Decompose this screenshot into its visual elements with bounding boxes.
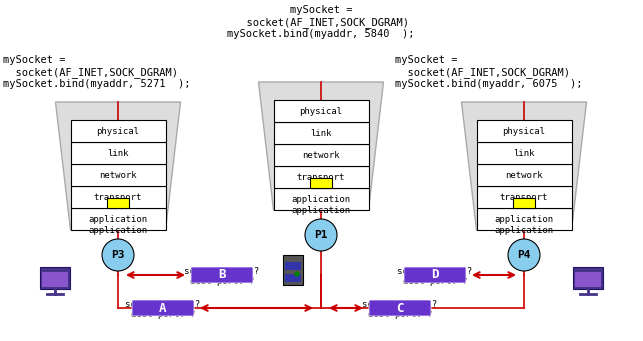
FancyBboxPatch shape	[191, 267, 253, 283]
Text: C: C	[396, 301, 404, 314]
Bar	[71, 186, 165, 208]
Text: transport: transport	[297, 173, 345, 181]
Text: network: network	[505, 170, 543, 179]
Text: source port: ?
dest port: ?: source port: ? dest port: ?	[363, 300, 438, 320]
Text: D: D	[431, 268, 439, 282]
Text: application: application	[89, 226, 147, 235]
Bar	[513, 198, 535, 208]
Bar	[573, 267, 603, 289]
Bar	[71, 208, 165, 230]
Circle shape	[102, 239, 134, 271]
Bar	[71, 164, 165, 186]
Bar	[40, 267, 70, 289]
FancyBboxPatch shape	[404, 267, 466, 283]
Text: source port: ?
dest port: ?: source port: ? dest port: ?	[185, 267, 260, 286]
Circle shape	[295, 272, 299, 276]
Bar	[107, 198, 129, 208]
Text: application: application	[89, 214, 147, 223]
Bar	[310, 178, 332, 188]
Bar	[71, 142, 165, 164]
Text: physical: physical	[96, 127, 140, 135]
Bar	[273, 166, 368, 188]
Circle shape	[508, 239, 540, 271]
Text: transport: transport	[94, 193, 142, 202]
Text: physical: physical	[300, 106, 343, 116]
Text: link: link	[107, 148, 129, 158]
Bar	[476, 186, 572, 208]
FancyBboxPatch shape	[132, 300, 194, 316]
Polygon shape	[462, 102, 586, 230]
Text: A: A	[159, 301, 167, 314]
Circle shape	[305, 219, 337, 251]
Text: physical: physical	[502, 127, 545, 135]
Text: application: application	[291, 206, 350, 215]
Text: mySocket =
  socket(AF_INET,SOCK_DGRAM)
mySocket.bind(myaddr, 5271  );: mySocket = socket(AF_INET,SOCK_DGRAM) my…	[3, 55, 190, 89]
Bar	[476, 142, 572, 164]
Bar	[273, 188, 368, 210]
Text: mySocket =
  socket(AF_INET,SOCK_DGRAM)
mySocket.bind(myaddr, 6075  );: mySocket = socket(AF_INET,SOCK_DGRAM) my…	[395, 55, 583, 89]
Text: transport: transport	[500, 193, 548, 202]
Text: source port: ?
dest port: ?: source port: ? dest port: ?	[397, 267, 473, 286]
FancyBboxPatch shape	[369, 300, 431, 316]
Bar	[476, 208, 572, 230]
Text: P3: P3	[111, 250, 125, 260]
Bar	[71, 120, 165, 142]
Text: application: application	[494, 214, 554, 223]
Text: application: application	[494, 226, 554, 235]
Bar	[273, 100, 368, 122]
Bar	[42, 272, 68, 287]
Text: B: B	[218, 268, 226, 282]
Polygon shape	[258, 82, 383, 210]
Polygon shape	[55, 102, 181, 230]
Text: application: application	[291, 194, 350, 204]
Text: network: network	[99, 170, 137, 179]
Bar	[285, 274, 301, 282]
Bar	[273, 144, 368, 166]
Text: link: link	[311, 129, 332, 137]
Bar	[476, 164, 572, 186]
Text: network: network	[302, 150, 340, 160]
Bar	[283, 255, 303, 285]
Text: P1: P1	[314, 230, 328, 240]
Text: P4: P4	[517, 250, 530, 260]
Bar	[273, 122, 368, 144]
Text: source port: ?
dest port: ?: source port: ? dest port: ?	[125, 300, 201, 320]
Bar	[476, 120, 572, 142]
Bar	[285, 262, 301, 270]
Text: mySocket =
  socket(AF_INET,SOCK_DGRAM)
mySocket.bind(myaddr, 5840  );: mySocket = socket(AF_INET,SOCK_DGRAM) my…	[227, 5, 415, 39]
Bar	[575, 272, 601, 287]
Text: link: link	[513, 148, 535, 158]
